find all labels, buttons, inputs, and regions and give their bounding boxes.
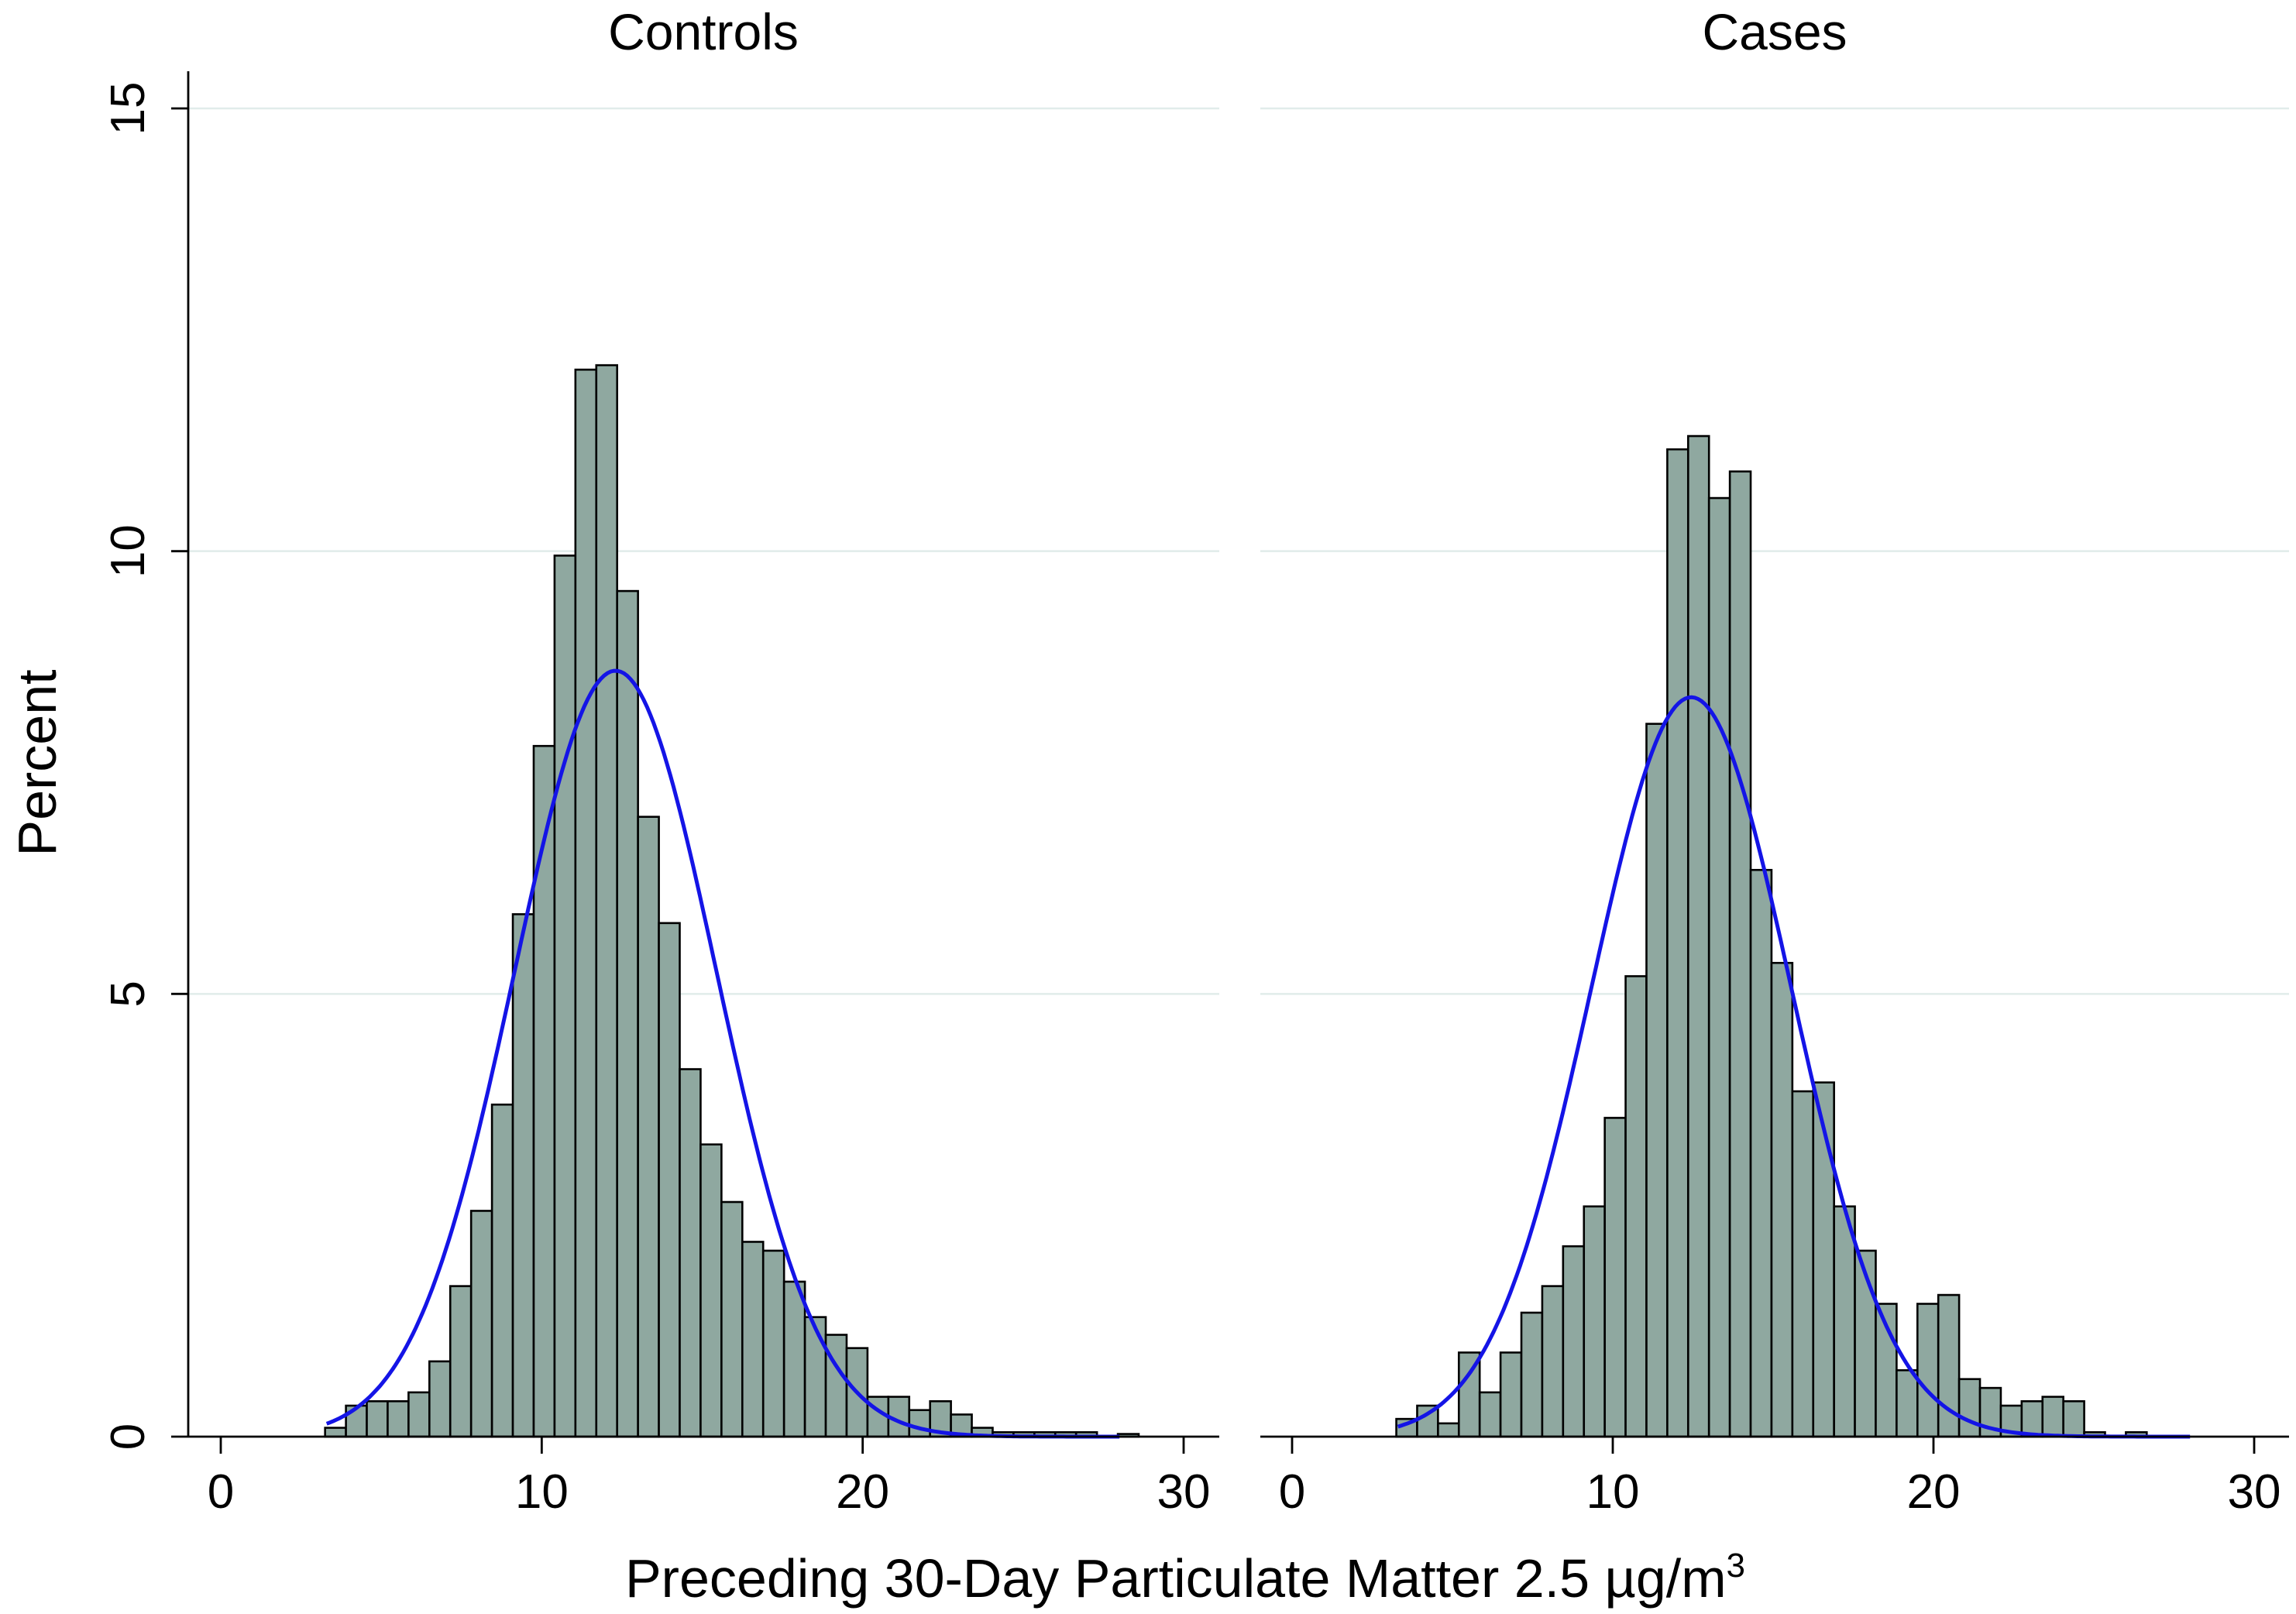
bar-cases-32 (2062, 1399, 2085, 1438)
bar-cases-18 (1770, 962, 1794, 1438)
x-axis-title: Preceding 30-Day Particulate Matter 2.5 … (625, 1547, 1745, 1609)
y-tick-label-10: 10 (101, 524, 155, 578)
bars-cases (1395, 434, 2148, 1438)
bar-cases-17 (1749, 868, 1773, 1438)
bar-cases-4 (1478, 1391, 1502, 1438)
y-axis-ticks: 0 5 10 15 (101, 82, 188, 1450)
bar-controls-14 (616, 589, 639, 1438)
gridlines-cases (1260, 107, 2289, 995)
bar-cases-30 (2020, 1399, 2044, 1438)
y-tick-label-5: 5 (101, 980, 155, 1007)
y-axis-title: Percent (7, 669, 67, 856)
x-tick-label-controls-20: 20 (836, 1465, 889, 1519)
bar-cases-13 (1666, 448, 1689, 1438)
bar-controls-9 (511, 913, 535, 1438)
bars-controls (324, 364, 1140, 1438)
bar-controls-28 (908, 1409, 931, 1438)
bar-controls-23 (803, 1316, 827, 1438)
bar-controls-10 (532, 744, 556, 1438)
bar-cases-25 (1916, 1303, 1940, 1438)
bar-controls-8 (490, 1103, 514, 1438)
bar-controls-6 (449, 1285, 473, 1438)
x-tick-label-cases-10: 10 (1586, 1465, 1640, 1519)
bar-cases-10 (1603, 1117, 1627, 1438)
x-tick-label-cases-0: 0 (1279, 1465, 1305, 1519)
bar-controls-22 (782, 1280, 806, 1438)
bar-cases-11 (1624, 975, 1648, 1438)
bar-controls-18 (699, 1143, 723, 1438)
bar-controls-12 (574, 368, 598, 1438)
bar-controls-13 (595, 364, 619, 1438)
bar-controls-19 (720, 1200, 744, 1438)
x-tick-label-cases-20: 20 (1907, 1465, 1961, 1519)
y-tick-label-0: 0 (101, 1423, 155, 1450)
bar-cases-7 (1541, 1285, 1565, 1438)
bar-cases-31 (2041, 1396, 2064, 1438)
bar-controls-2 (366, 1399, 389, 1438)
bar-controls-11 (553, 555, 577, 1438)
x-tick-label-controls-0: 0 (208, 1465, 234, 1519)
gridlines-controls (188, 107, 1219, 995)
bar-controls-0 (324, 1427, 347, 1438)
bar-cases-27 (1957, 1378, 1982, 1438)
x-tick-label-controls-10: 10 (515, 1465, 569, 1519)
bar-controls-21 (761, 1249, 785, 1438)
x-axis-title-superscript: 3 (1727, 1547, 1745, 1585)
bar-controls-3 (387, 1399, 410, 1438)
x-tick-label-controls-30: 30 (1157, 1465, 1211, 1519)
bar-cases-9 (1583, 1205, 1606, 1438)
x-axis-ticks-cases: 0 10 20 30 (1279, 1437, 2281, 1519)
bar-controls-7 (469, 1210, 493, 1438)
bar-cases-2 (1437, 1422, 1460, 1438)
bar-cases-5 (1499, 1351, 1523, 1438)
bar-cases-19 (1791, 1090, 1815, 1438)
bar-cases-24 (1896, 1368, 1919, 1438)
bar-controls-5 (428, 1360, 452, 1438)
x-axis-ticks-controls: 0 10 20 30 (208, 1437, 1211, 1519)
bar-controls-15 (637, 816, 660, 1438)
bar-controls-4 (407, 1391, 431, 1438)
bar-controls-17 (679, 1068, 702, 1438)
panel-title-cases: Cases (1702, 3, 1847, 60)
panel-title-controls: Controls (608, 3, 799, 60)
bar-cases-15 (1707, 496, 1731, 1438)
bar-cases-14 (1686, 434, 1710, 1438)
bar-cases-16 (1728, 470, 1752, 1438)
bar-cases-6 (1520, 1311, 1544, 1438)
bar-controls-20 (741, 1241, 765, 1438)
bar-cases-21 (1833, 1205, 1856, 1438)
y-tick-label-15: 15 (101, 82, 155, 136)
bar-cases-12 (1645, 723, 1669, 1438)
x-tick-label-cases-30: 30 (2228, 1465, 2281, 1519)
x-axis-title-text: Preceding 30-Day Particulate Matter 2.5 … (625, 1548, 1727, 1609)
bar-controls-16 (658, 922, 681, 1438)
bar-cases-8 (1562, 1245, 1586, 1438)
